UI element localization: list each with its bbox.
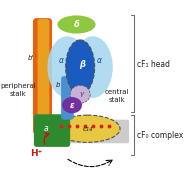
Ellipse shape	[55, 115, 120, 142]
Ellipse shape	[73, 36, 113, 98]
Text: c₁₄: c₁₄	[82, 125, 93, 133]
Ellipse shape	[58, 15, 96, 34]
Text: a: a	[43, 124, 48, 133]
Text: b': b'	[28, 55, 34, 61]
Text: peripheral
stalk: peripheral stalk	[1, 83, 36, 97]
Ellipse shape	[70, 85, 90, 103]
FancyBboxPatch shape	[35, 120, 129, 143]
FancyBboxPatch shape	[33, 18, 52, 134]
Text: cF₀ complex: cF₀ complex	[137, 131, 184, 140]
FancyBboxPatch shape	[34, 114, 70, 147]
Text: H⁺: H⁺	[31, 149, 43, 158]
Ellipse shape	[66, 40, 95, 94]
Text: central
stalk: central stalk	[105, 89, 130, 103]
FancyArrowPatch shape	[44, 133, 49, 144]
Ellipse shape	[62, 97, 82, 113]
Text: cF₁ head: cF₁ head	[137, 60, 170, 69]
Text: b: b	[56, 82, 61, 88]
Text: α: α	[59, 56, 64, 65]
Text: α: α	[97, 56, 102, 65]
Text: ε: ε	[70, 101, 74, 110]
Text: β: β	[79, 60, 85, 69]
Ellipse shape	[48, 36, 87, 98]
Text: γ: γ	[80, 91, 84, 97]
FancyBboxPatch shape	[38, 19, 49, 131]
Text: δ: δ	[74, 20, 79, 29]
FancyBboxPatch shape	[61, 76, 74, 120]
